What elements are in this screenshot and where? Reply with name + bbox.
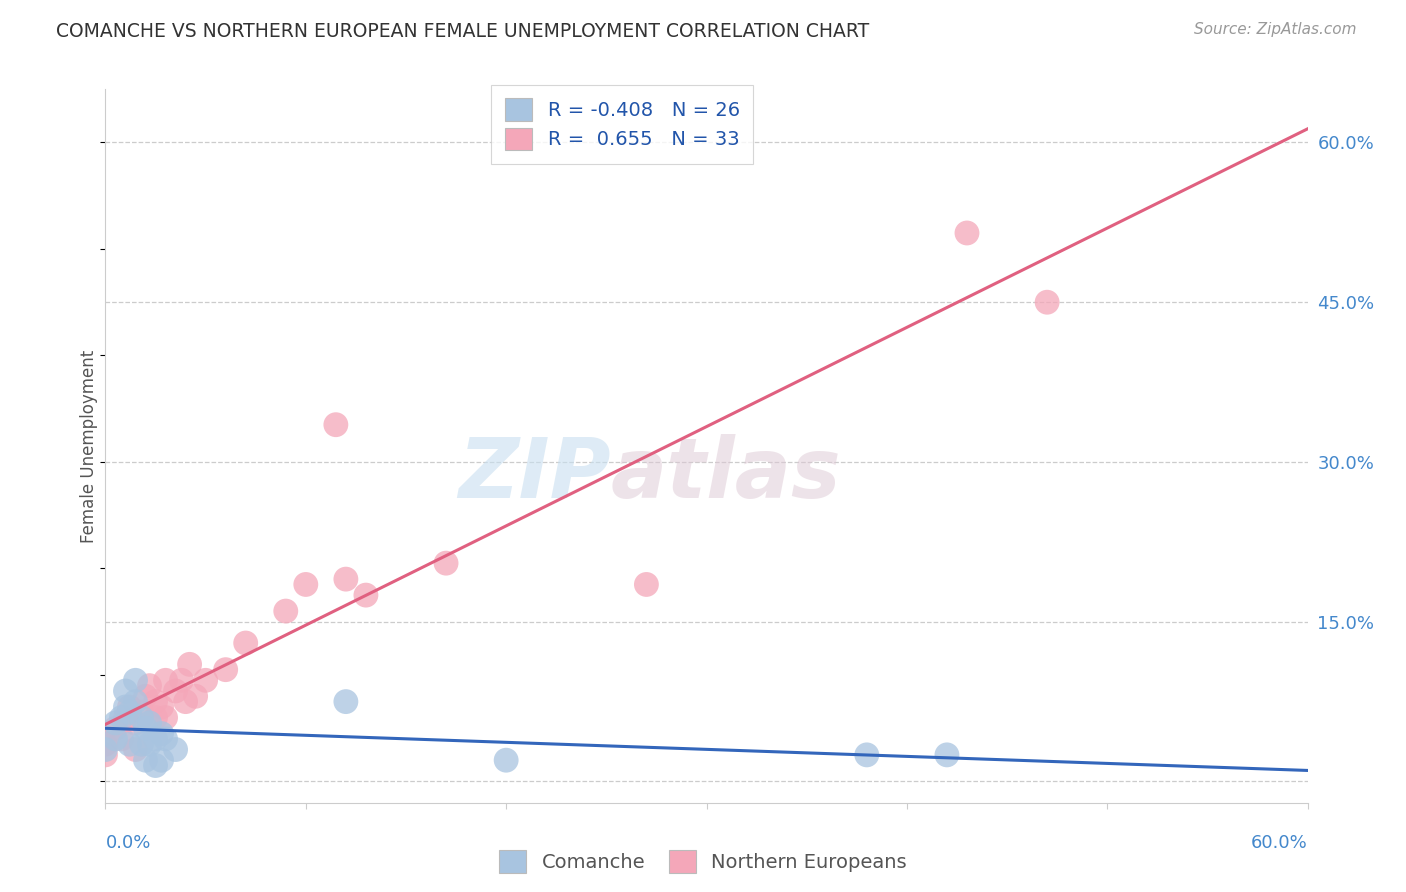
Text: 60.0%: 60.0% [1251, 834, 1308, 852]
Point [138, 715, 160, 730]
Legend: Comanche, Northern Europeans: Comanche, Northern Europeans [491, 842, 915, 880]
Text: atlas: atlas [610, 434, 841, 515]
Y-axis label: Female Unemployment: Female Unemployment [80, 350, 98, 542]
Point [145, 695, 167, 709]
Point [114, 684, 136, 698]
Point [325, 417, 347, 432]
Point [179, 657, 201, 672]
Point [150, 753, 173, 767]
Point [145, 710, 167, 724]
Point [110, 731, 132, 746]
Point [184, 690, 207, 704]
Point [434, 556, 457, 570]
Text: 0.0%: 0.0% [105, 834, 150, 852]
Point [135, 690, 157, 704]
Point [495, 753, 517, 767]
Point [335, 695, 357, 709]
Point [94, 747, 117, 762]
Point [150, 726, 173, 740]
Point [956, 226, 979, 240]
Point [354, 588, 377, 602]
Point [135, 753, 157, 767]
Point [138, 679, 160, 693]
Point [114, 700, 136, 714]
Point [110, 710, 132, 724]
Point [235, 636, 257, 650]
Point [118, 700, 141, 714]
Text: Source: ZipAtlas.com: Source: ZipAtlas.com [1194, 22, 1357, 37]
Point [855, 747, 877, 762]
Point [104, 731, 127, 746]
Point [170, 673, 193, 688]
Point [155, 731, 177, 746]
Point [155, 710, 177, 724]
Point [155, 673, 177, 688]
Point [94, 742, 117, 756]
Point [145, 731, 167, 746]
Point [131, 710, 153, 724]
Point [214, 663, 236, 677]
Point [94, 737, 117, 751]
Point [165, 684, 187, 698]
Point [936, 747, 959, 762]
Point [194, 673, 217, 688]
Legend: R = -0.408   N = 26, R =  0.655   N = 33: R = -0.408 N = 26, R = 0.655 N = 33 [491, 85, 754, 163]
Text: ZIP: ZIP [458, 434, 610, 515]
Point [118, 737, 141, 751]
Point [131, 706, 153, 720]
Point [150, 700, 173, 714]
Point [118, 706, 141, 720]
Point [124, 695, 146, 709]
Point [114, 710, 136, 724]
Point [124, 742, 146, 756]
Point [636, 577, 658, 591]
Point [135, 721, 157, 735]
Point [131, 737, 153, 751]
Point [174, 695, 197, 709]
Point [104, 721, 127, 735]
Point [295, 577, 318, 591]
Point [274, 604, 297, 618]
Point [124, 715, 146, 730]
Point [145, 758, 167, 772]
Point [104, 715, 127, 730]
Point [165, 742, 187, 756]
Point [124, 673, 146, 688]
Point [1036, 295, 1059, 310]
Point [335, 572, 357, 586]
Text: COMANCHE VS NORTHERN EUROPEAN FEMALE UNEMPLOYMENT CORRELATION CHART: COMANCHE VS NORTHERN EUROPEAN FEMALE UNE… [56, 22, 869, 41]
Point [138, 737, 160, 751]
